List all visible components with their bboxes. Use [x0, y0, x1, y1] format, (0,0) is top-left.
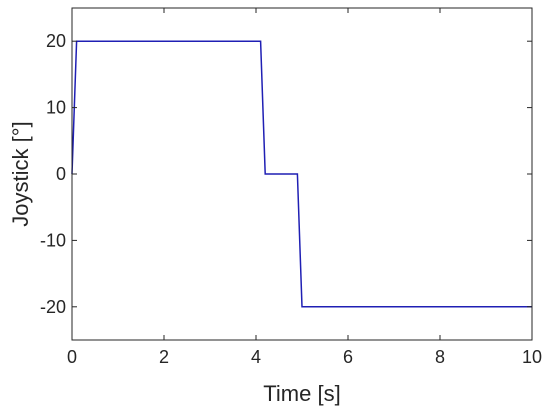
plot-background: [72, 8, 532, 340]
y-axis: 20 10 0 -10 -20: [40, 31, 532, 317]
x-axis-label: Time [s]: [263, 381, 340, 406]
x-tick-label: 10: [522, 347, 542, 367]
x-tick-label: 6: [343, 347, 353, 367]
x-axis: 0 2 4 6 8 10: [67, 8, 542, 367]
x-tick-label: 8: [435, 347, 445, 367]
y-tick-label: 10: [46, 98, 66, 118]
y-tick-label: -10: [40, 230, 66, 250]
y-tick-label: 20: [46, 31, 66, 51]
x-tick-label: 4: [251, 347, 261, 367]
y-tick-label: 0: [56, 164, 66, 184]
y-axis-label: Joystick [°]: [8, 121, 33, 226]
x-tick-label: 2: [159, 347, 169, 367]
y-tick-label: -20: [40, 297, 66, 317]
x-tick-label: 0: [67, 347, 77, 367]
